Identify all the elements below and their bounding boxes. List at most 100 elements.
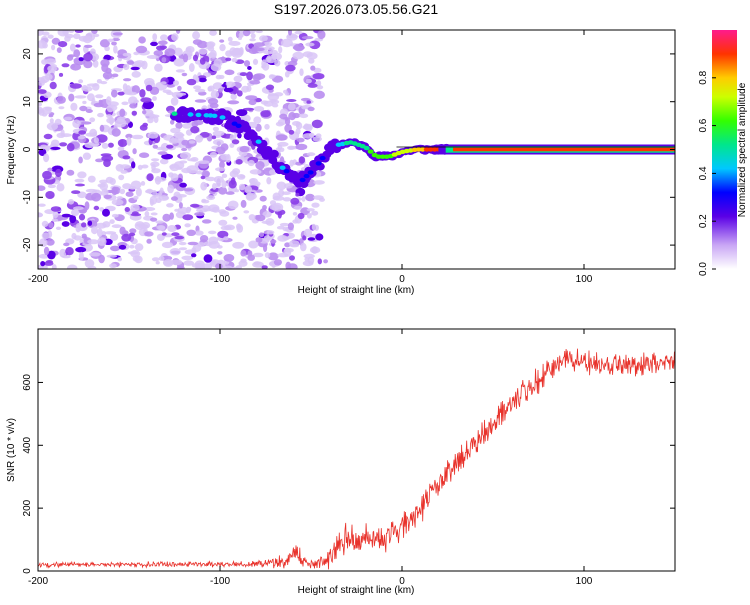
noise-blob	[185, 206, 191, 214]
noise-blob	[96, 79, 102, 84]
noise-blob	[139, 152, 150, 158]
noise-blob	[117, 257, 122, 262]
noise-blob	[198, 48, 208, 55]
noise-blob	[218, 186, 228, 195]
noise-blob	[49, 81, 57, 90]
noise-blob	[103, 54, 111, 61]
noise-blob	[179, 152, 192, 160]
noise-blob	[231, 139, 240, 145]
noise-blob	[232, 168, 241, 175]
snr-frame	[37, 328, 676, 572]
noise-blob	[186, 78, 197, 86]
snr-panel: -200 -100 0 100 0 200 400 600 Height of straig…	[6, 328, 676, 596]
noise-blob	[261, 265, 268, 269]
noise-blob	[275, 134, 287, 141]
noise-blob	[91, 226, 98, 235]
noise-blob	[78, 35, 90, 42]
noise-blob	[288, 30, 292, 36]
track-core	[419, 147, 426, 152]
noise-blob	[213, 176, 224, 184]
noise-blob	[82, 86, 93, 92]
noise-blob	[240, 258, 247, 263]
colorbar: 0.0 0.2 0.4 0.6 0.8 Normalized spectral ampl…	[698, 30, 748, 276]
track-core	[171, 111, 178, 116]
y-tick-label: 10	[22, 96, 33, 108]
noise-blob	[87, 93, 95, 102]
noise-blob	[38, 89, 47, 94]
spectrogram-noise-cloud	[38, 30, 328, 269]
noise-blob	[97, 112, 104, 118]
noise-blob	[182, 53, 189, 63]
noise-blob	[119, 188, 126, 195]
noise-blob	[47, 250, 56, 260]
noise-blob	[134, 243, 144, 252]
noise-blob	[186, 229, 196, 236]
noise-blob	[175, 194, 187, 198]
noise-blob	[237, 132, 242, 139]
x-tick-label: -200	[28, 576, 48, 587]
noise-blob	[70, 102, 78, 111]
noise-blob	[175, 69, 185, 73]
snr-y-label: SNR (10 * v/v)	[6, 418, 17, 482]
noise-blob	[286, 99, 297, 102]
track-blob	[269, 149, 279, 158]
noise-blob	[67, 199, 75, 205]
noise-blob	[97, 183, 106, 188]
noise-blob	[258, 232, 265, 237]
noise-blob	[101, 155, 114, 162]
noise-blob	[303, 228, 313, 238]
noise-blob	[65, 247, 74, 256]
noise-blob	[200, 175, 206, 180]
noise-blob	[141, 60, 148, 70]
noise-blob	[232, 216, 238, 220]
x-tick-label: -200	[28, 274, 48, 285]
noise-blob	[237, 174, 246, 180]
noise-blob	[161, 232, 167, 236]
noise-blob	[235, 159, 243, 165]
noise-blob	[82, 152, 91, 160]
noise-blob	[131, 110, 137, 116]
noise-blob	[246, 71, 254, 81]
noise-blob	[195, 76, 200, 83]
noise-blob	[210, 187, 221, 192]
noise-blob	[287, 145, 296, 150]
track-core	[235, 123, 242, 128]
noise-blob	[146, 55, 159, 59]
noise-blob	[276, 181, 287, 191]
noise-blob	[215, 263, 223, 269]
noise-blob	[47, 34, 54, 39]
noise-blob	[81, 222, 87, 228]
noise-blob	[221, 180, 227, 189]
noise-blob	[85, 188, 98, 193]
noise-blob	[307, 237, 316, 241]
noise-blob	[71, 190, 81, 195]
noise-blob	[83, 60, 93, 69]
noise-blob	[49, 118, 54, 124]
steady-band-core	[453, 147, 675, 152]
noise-blob	[245, 95, 258, 101]
noise-blob	[40, 261, 46, 267]
noise-blob	[209, 49, 217, 59]
noise-blob	[132, 148, 137, 155]
noise-blob	[270, 74, 277, 78]
noise-blob	[98, 99, 103, 104]
noise-blob	[307, 83, 318, 88]
noise-blob	[146, 173, 154, 182]
track-core	[255, 139, 262, 144]
noise-blob	[122, 155, 131, 160]
noise-blob	[267, 93, 280, 101]
noise-blob	[288, 129, 295, 135]
track-core	[319, 155, 326, 161]
noise-blob	[225, 191, 235, 195]
snr-x-label: Height of straight line (km)	[298, 585, 415, 596]
noise-blob	[193, 85, 202, 90]
noise-blob	[209, 151, 218, 158]
noise-blob	[79, 105, 88, 112]
noise-blob	[78, 79, 84, 84]
noise-blob	[95, 94, 104, 99]
y-tick-label: 200	[22, 499, 33, 516]
noise-blob	[242, 107, 255, 111]
noise-blob	[55, 168, 62, 178]
noise-blob	[62, 30, 69, 36]
noise-blob	[211, 135, 217, 140]
